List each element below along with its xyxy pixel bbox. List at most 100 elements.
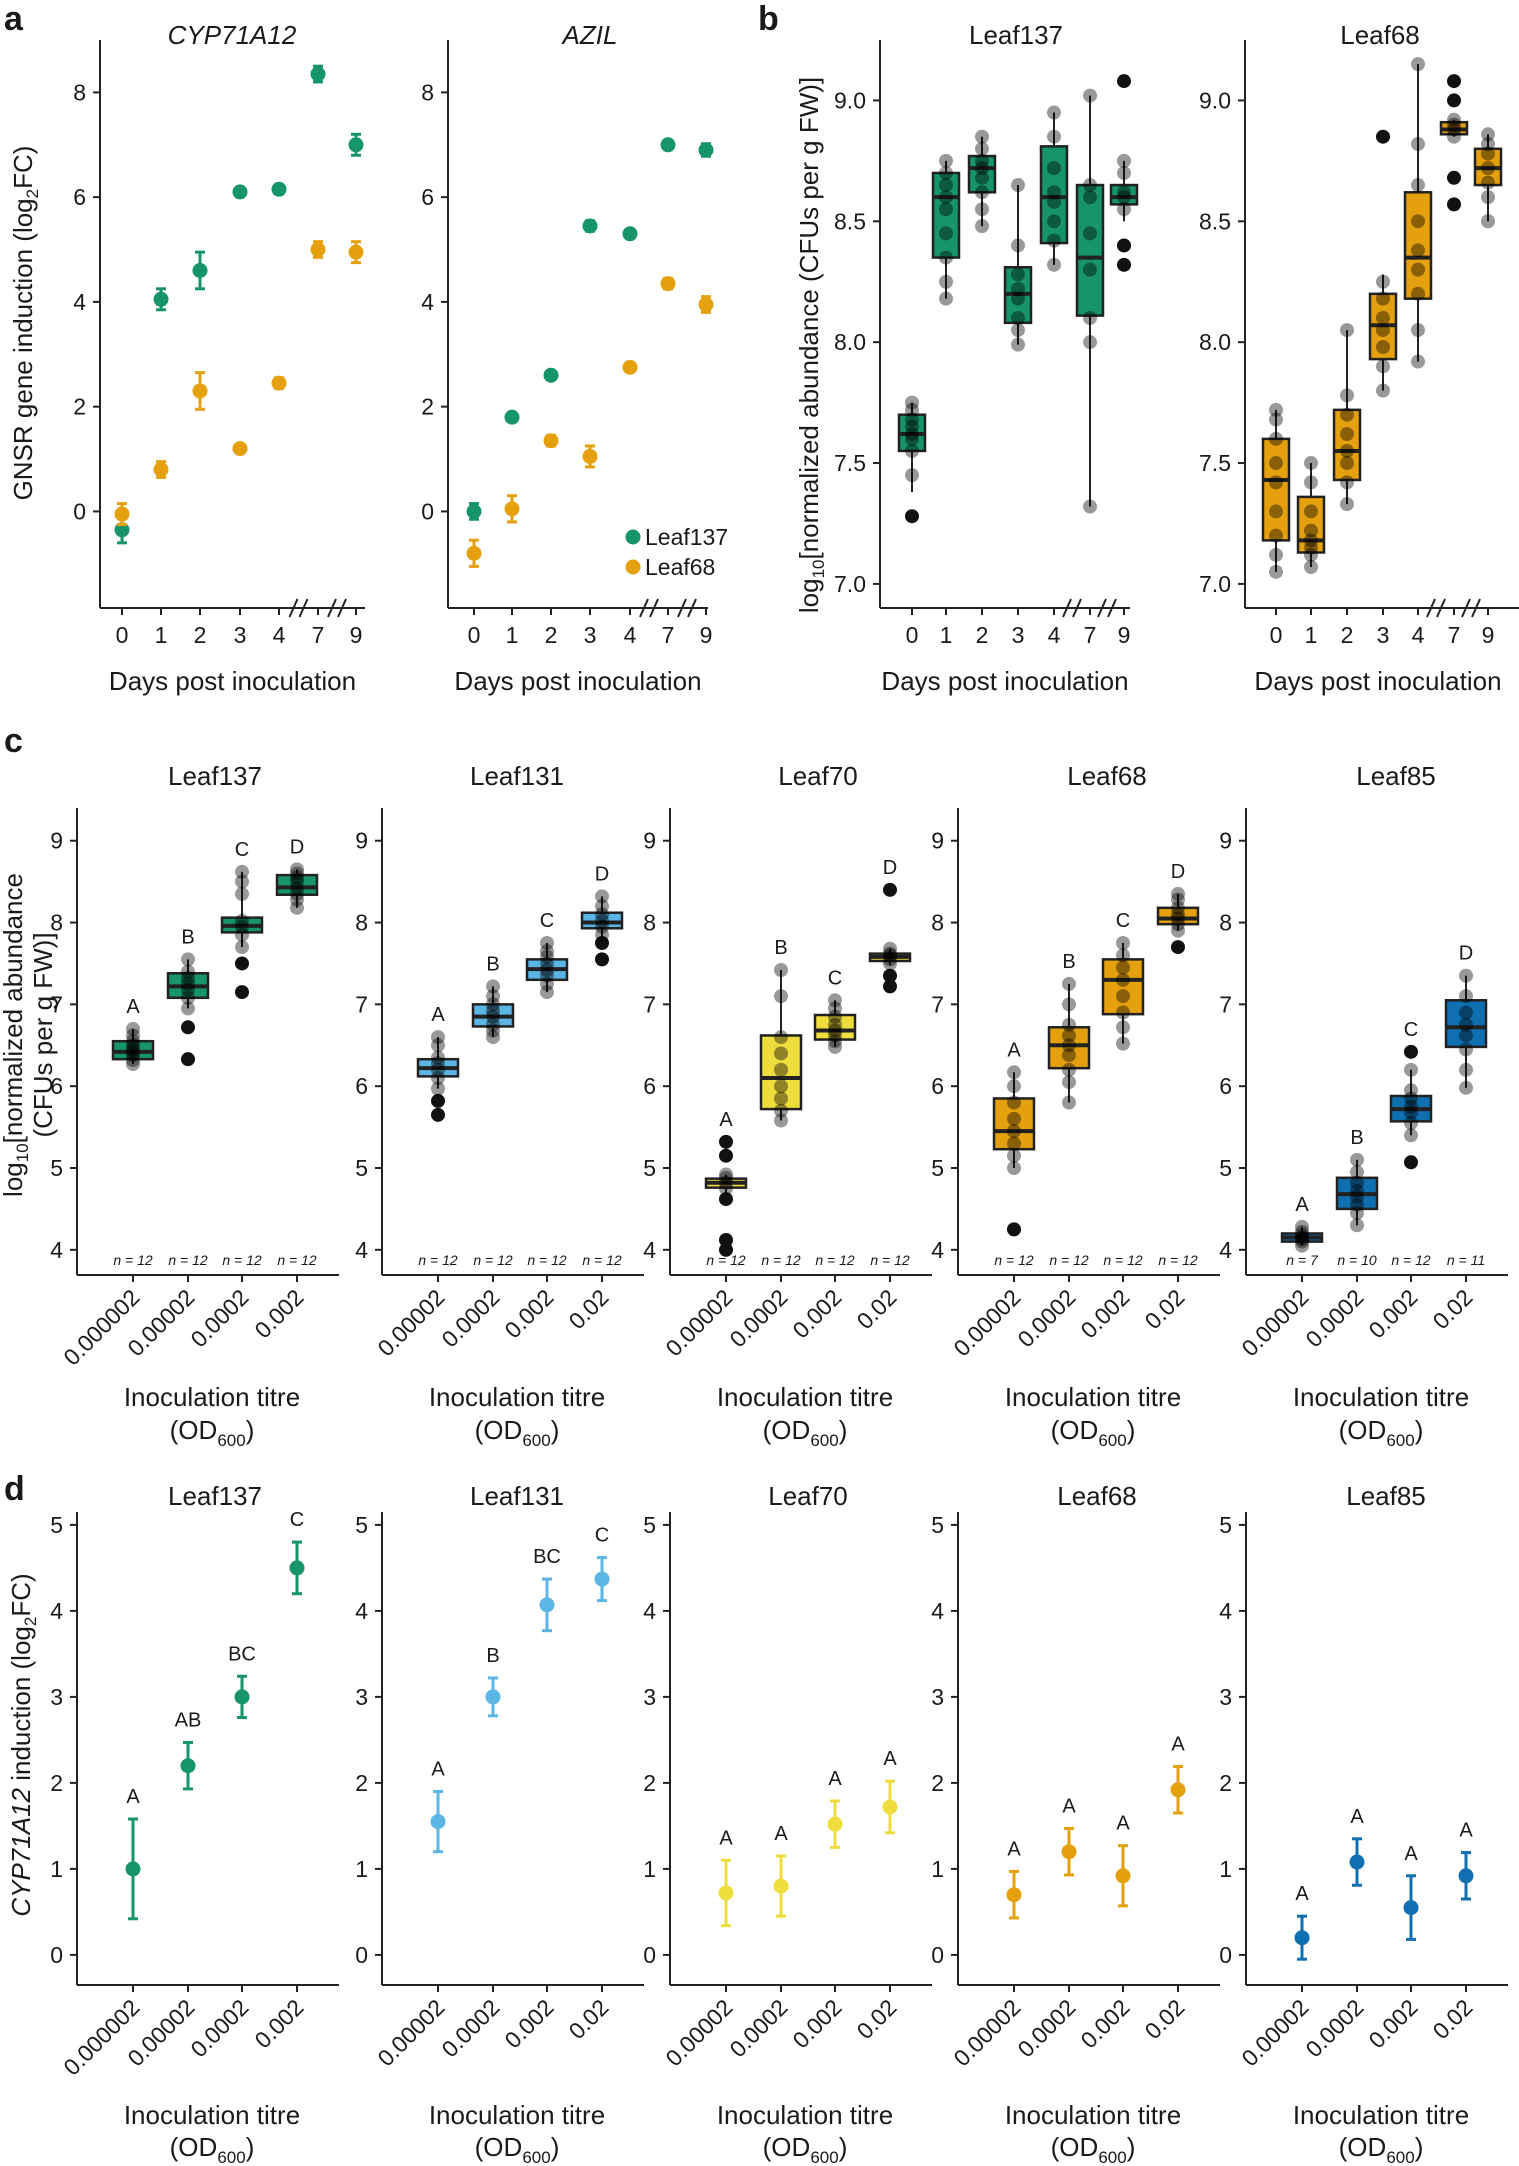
data-point bbox=[348, 137, 364, 153]
y-tick-label: 8 bbox=[355, 910, 368, 936]
x-tick-label: 1 bbox=[155, 622, 168, 648]
jitter-point bbox=[1295, 1238, 1309, 1253]
jitter-point bbox=[1062, 976, 1076, 991]
x-axis-title-od-main: (OD bbox=[763, 2132, 811, 2162]
significance-letter: AB bbox=[175, 1709, 202, 1731]
jitter-point bbox=[1304, 523, 1318, 538]
data-point bbox=[1006, 1887, 1022, 1903]
jitter-point bbox=[1411, 354, 1425, 369]
box-body bbox=[1332, 408, 1362, 482]
jitter-point bbox=[1083, 335, 1097, 350]
y-tick-label: 1 bbox=[643, 1856, 656, 1882]
y-tick-label: 5 bbox=[50, 1155, 63, 1181]
jitter-point bbox=[1350, 1189, 1364, 1204]
x-tick-label: 4 bbox=[273, 622, 286, 648]
y-axis-title-sub: 2 bbox=[21, 1617, 40, 1626]
jitter-point bbox=[1083, 311, 1097, 325]
x-axis-title: Days post inoculation bbox=[1254, 666, 1501, 696]
chart-title: Leaf137 bbox=[168, 1481, 262, 1511]
y-axis-title-rest: induction (log bbox=[6, 1626, 36, 1788]
x-axis-title-od-main: (OD bbox=[1051, 2132, 1099, 2162]
y-tick-label: 2 bbox=[931, 1770, 944, 1796]
x-tick-label: 2 bbox=[194, 622, 207, 648]
y-tick-label: 4 bbox=[50, 1237, 63, 1263]
box-body bbox=[967, 154, 997, 194]
jitter-point bbox=[1340, 407, 1354, 422]
y-tick-label: 4 bbox=[355, 1237, 368, 1263]
y-tick-label: 1 bbox=[1219, 1856, 1232, 1882]
y-tick-label: 3 bbox=[931, 1684, 944, 1710]
jitter-point bbox=[1047, 105, 1061, 120]
chart-b-3: 7.0 7.5 8.0 8.5 9.0 0 1 2 3 4 7 9 Leaf68 Days post in… bbox=[1199, 20, 1519, 696]
x-tick-label: 7 bbox=[312, 622, 325, 648]
jitter-point bbox=[1304, 475, 1318, 490]
data-point bbox=[1115, 1868, 1131, 1884]
x-tick-label: 0 bbox=[468, 622, 481, 648]
y-tick-label: 6 bbox=[931, 1073, 944, 1099]
jitter-point bbox=[774, 1030, 788, 1045]
x-tick-label: 0.00002 bbox=[1236, 1994, 1313, 2071]
box-body bbox=[992, 1097, 1036, 1151]
jitter-point bbox=[975, 219, 989, 234]
n-label: n = 12 bbox=[168, 1252, 208, 1268]
jitter-point bbox=[1116, 972, 1130, 987]
jitter-point bbox=[1011, 178, 1025, 193]
x-tick-label: 4 bbox=[624, 622, 637, 648]
jitter-point bbox=[905, 468, 919, 483]
jitter-point bbox=[1007, 1079, 1021, 1094]
jitter-point bbox=[540, 985, 554, 1000]
jitter-point bbox=[1269, 431, 1283, 446]
jitter-point bbox=[1340, 388, 1354, 403]
data-point bbox=[271, 181, 287, 197]
jitter-point bbox=[486, 989, 500, 1004]
significance-letter: A bbox=[1007, 1838, 1021, 1860]
jitter-point bbox=[1404, 1099, 1418, 1114]
data-point bbox=[234, 1689, 250, 1705]
jitter-point bbox=[1083, 178, 1097, 193]
significance-letter: D bbox=[1171, 861, 1185, 883]
x-tick-label: 1 bbox=[1305, 622, 1318, 648]
y-axis-title-d: CYP71A12 induction (log2FC) bbox=[6, 1573, 40, 1916]
jitter-point bbox=[1404, 1155, 1418, 1170]
y-tick-label: 4 bbox=[931, 1237, 944, 1263]
jitter-point bbox=[181, 1052, 195, 1067]
jitter-point bbox=[939, 226, 953, 241]
box-body bbox=[1403, 191, 1433, 300]
x-tick-label: 9 bbox=[1482, 622, 1495, 648]
jitter-point bbox=[1171, 900, 1185, 915]
y-tick-label: 3 bbox=[643, 1684, 656, 1710]
box-body bbox=[1039, 145, 1069, 245]
jitter-point bbox=[290, 862, 304, 877]
significance-letter: A bbox=[719, 1827, 733, 1849]
jitter-point bbox=[828, 1023, 842, 1038]
jitter-point bbox=[235, 956, 249, 971]
jitter-point bbox=[1117, 165, 1131, 180]
jitter-point bbox=[1459, 1042, 1473, 1057]
jitter-point bbox=[883, 948, 897, 963]
jitter-point bbox=[719, 1170, 733, 1185]
x-axis-title: Inoculation titre bbox=[1005, 2100, 1181, 2130]
jitter-point bbox=[828, 1028, 842, 1043]
y-tick-label: 8 bbox=[73, 79, 86, 105]
data-point bbox=[773, 1878, 789, 1894]
x-axis-title-od-main: (OD bbox=[170, 2132, 218, 2162]
x-tick-label: 0.0002 bbox=[185, 1284, 253, 1352]
jitter-point bbox=[1447, 129, 1461, 144]
jitter-point bbox=[719, 1242, 733, 1257]
jitter-point bbox=[126, 1034, 140, 1049]
x-tick-label: 0.0002 bbox=[436, 1994, 504, 2062]
significance-letter: A bbox=[1007, 1039, 1021, 1061]
data-point bbox=[232, 184, 248, 200]
x-axis-title-od-end: ) bbox=[1127, 1415, 1136, 1445]
x-tick-label: 7 bbox=[662, 622, 675, 648]
data-point bbox=[543, 433, 559, 449]
jitter-point bbox=[1350, 1152, 1364, 1167]
x-axis-title-od-main: (OD bbox=[1051, 1415, 1099, 1445]
significance-letter: D bbox=[883, 857, 897, 879]
x-axis-title-od: (OD600) bbox=[763, 2132, 848, 2166]
jitter-point bbox=[1007, 1111, 1021, 1126]
y-tick-label: 0 bbox=[50, 1942, 63, 1968]
